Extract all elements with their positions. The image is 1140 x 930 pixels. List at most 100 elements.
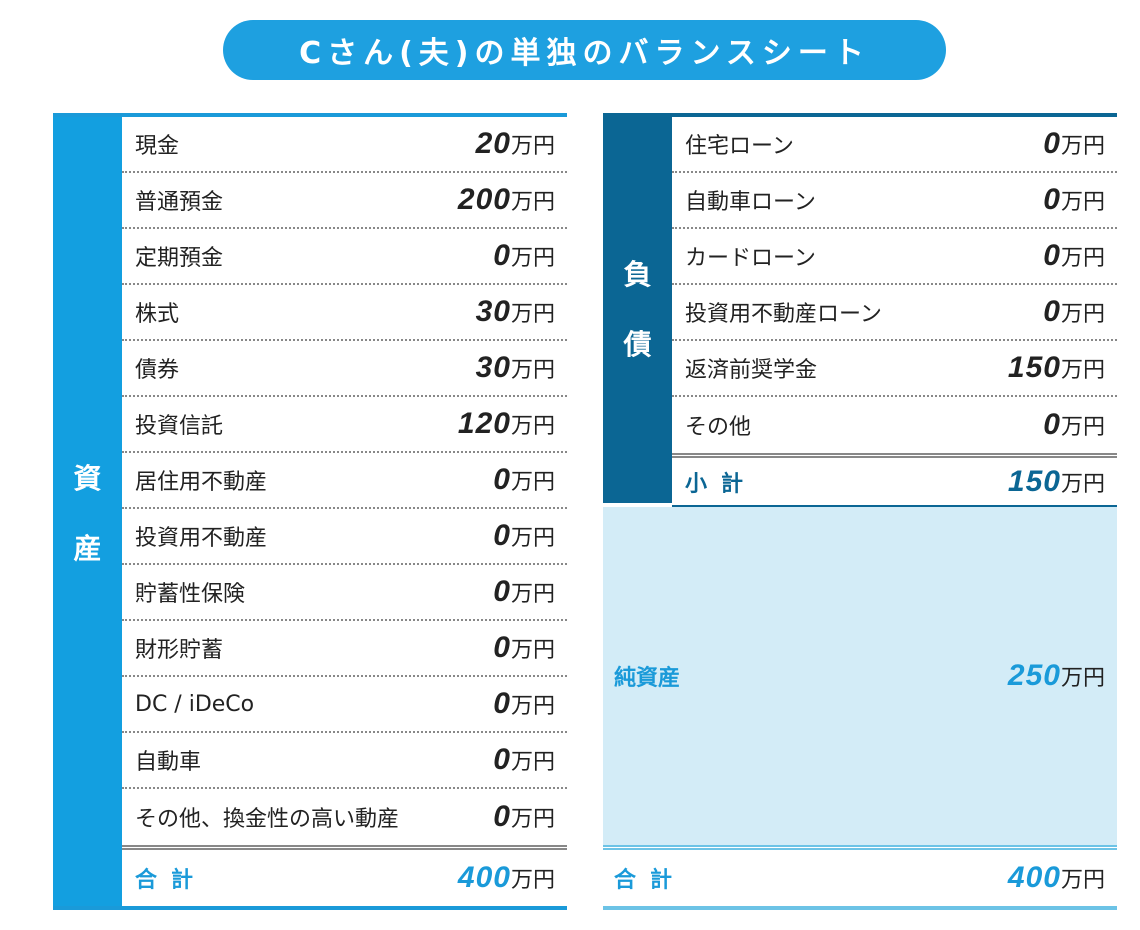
row-label: 債券 <box>135 358 180 383</box>
row-label: DC / iDeCo <box>135 691 255 717</box>
table-row: カードローン 0 万円 <box>672 229 1117 285</box>
table-row: 現金 20 万円 <box>122 117 567 173</box>
table-row: 債券 30 万円 <box>122 341 567 397</box>
unit: 万円 <box>510 358 555 383</box>
table-row: 定期預金 0 万円 <box>122 229 567 285</box>
side-char: 負 <box>623 258 652 291</box>
assets-side-label: 資 産 <box>53 117 122 906</box>
row-value: 120 <box>457 407 511 440</box>
row-value: 0 <box>1043 295 1061 328</box>
table-row: 合計 400 万円 <box>122 845 567 906</box>
table-row: 普通預金 200 万円 <box>122 173 567 229</box>
row-value: 0 <box>1043 127 1061 160</box>
row-value: 30 <box>475 351 511 384</box>
unit: 万円 <box>1060 134 1105 159</box>
unit: 万円 <box>1060 246 1105 271</box>
row-label: 投資信託 <box>135 414 224 439</box>
assets-rows: 現金 20 万円 普通預金 200 万円 定期預金 0 万円 株式 30 万円 債券 3… <box>122 117 567 906</box>
unit: 万円 <box>510 582 555 607</box>
row-value: 0 <box>493 687 511 720</box>
side-char: 債 <box>623 328 652 361</box>
unit: 万円 <box>510 694 555 719</box>
right-total-row: 合計 400 万円 <box>603 845 1117 910</box>
row-label: 返済前奨学金 <box>685 358 818 383</box>
row-label: 住宅ローン <box>685 134 794 159</box>
table-row: 投資信託 120 万円 <box>122 397 567 453</box>
row-value: 0 <box>1043 408 1061 441</box>
table-row: 投資用不動産 0 万円 <box>122 509 567 565</box>
table-row: 自動車 0 万円 <box>122 733 567 789</box>
row-label: 小計 <box>685 471 758 497</box>
row-value: 0 <box>493 631 511 664</box>
liabilities-table: 負 債 住宅ローン 0 万円 自動車ローン 0 万円 カードローン 0 万円 投資用不… <box>603 113 1117 910</box>
row-label: 普通預金 <box>135 190 224 215</box>
unit: 万円 <box>510 246 555 271</box>
table-row: 財形貯蓄 0 万円 <box>122 621 567 677</box>
row-label: その他、換金性の高い動産 <box>135 807 400 832</box>
row-label: 株式 <box>135 302 180 327</box>
unit: 万円 <box>510 526 555 551</box>
row-label: 現金 <box>135 134 180 159</box>
unit: 万円 <box>1060 868 1105 893</box>
row-label: 自動車ローン <box>685 190 816 215</box>
row-value: 0 <box>1043 239 1061 272</box>
row-label: その他 <box>685 415 752 440</box>
row-label: 合計 <box>135 868 208 893</box>
row-value: 200 <box>457 183 511 216</box>
row-value: 0 <box>493 519 511 552</box>
row-label: カードローン <box>685 246 816 271</box>
net-assets-value: 250 <box>1007 659 1061 692</box>
row-value: 0 <box>493 800 511 833</box>
table-row: 株式 30 万円 <box>122 285 567 341</box>
row-label: 居住用不動産 <box>135 470 268 495</box>
row-label: 貯蓄性保険 <box>135 582 246 607</box>
unit: 万円 <box>510 638 555 663</box>
net-assets-row: 純資産 250 万円 <box>603 507 1117 845</box>
row-value: 0 <box>493 575 511 608</box>
table-row: 小計 150 万円 <box>672 453 1117 509</box>
table-row: 投資用不動産ローン 0 万円 <box>672 285 1117 341</box>
unit: 万円 <box>510 868 555 893</box>
right-total-label: 合計 <box>614 868 687 893</box>
table-row: 返済前奨学金 150 万円 <box>672 341 1117 397</box>
row-label: 財形貯蓄 <box>135 638 224 663</box>
unit: 万円 <box>510 807 555 832</box>
row-value: 400 <box>457 861 511 894</box>
row-label: 自動車 <box>135 750 202 775</box>
unit: 万円 <box>1060 666 1105 691</box>
row-value: 0 <box>493 463 511 496</box>
unit: 万円 <box>510 302 555 327</box>
side-char: 資 <box>73 461 102 495</box>
page-title: Cさん(夫)の単独のバランスシート <box>223 20 946 80</box>
table-row: その他 0 万円 <box>672 397 1117 453</box>
table-row: DC / iDeCo 0 万円 <box>122 677 567 733</box>
side-char: 産 <box>73 531 102 565</box>
row-value: 0 <box>1043 183 1061 216</box>
row-value: 150 <box>1007 351 1061 384</box>
liabilities-side-label: 負 債 <box>603 113 672 503</box>
table-row: 住宅ローン 0 万円 <box>672 117 1117 173</box>
unit: 万円 <box>1060 415 1105 440</box>
table-row: 居住用不動産 0 万円 <box>122 453 567 509</box>
unit: 万円 <box>510 414 555 439</box>
unit: 万円 <box>510 750 555 775</box>
row-value: 30 <box>475 295 511 328</box>
right-total-value: 400 <box>1007 861 1061 894</box>
unit: 万円 <box>1060 358 1105 383</box>
row-value: 150 <box>1007 464 1061 498</box>
unit: 万円 <box>1060 302 1105 327</box>
unit: 万円 <box>1060 190 1105 215</box>
row-label: 定期預金 <box>135 246 224 271</box>
unit: 万円 <box>1060 471 1105 497</box>
row-value: 0 <box>493 239 511 272</box>
table-row: 自動車ローン 0 万円 <box>672 173 1117 229</box>
row-label: 投資用不動産 <box>135 526 268 551</box>
assets-table: 資 産 現金 20 万円 普通預金 200 万円 定期預金 0 万円 株式 30 万円 … <box>53 113 567 910</box>
liabilities-rows: 住宅ローン 0 万円 自動車ローン 0 万円 カードローン 0 万円 投資用不動産ロー… <box>672 113 1117 509</box>
unit: 万円 <box>510 134 555 159</box>
net-assets-label: 純資産 <box>614 666 681 691</box>
row-value: 20 <box>475 127 511 160</box>
row-label: 投資用不動産ローン <box>685 302 882 327</box>
unit: 万円 <box>510 470 555 495</box>
unit: 万円 <box>510 190 555 215</box>
